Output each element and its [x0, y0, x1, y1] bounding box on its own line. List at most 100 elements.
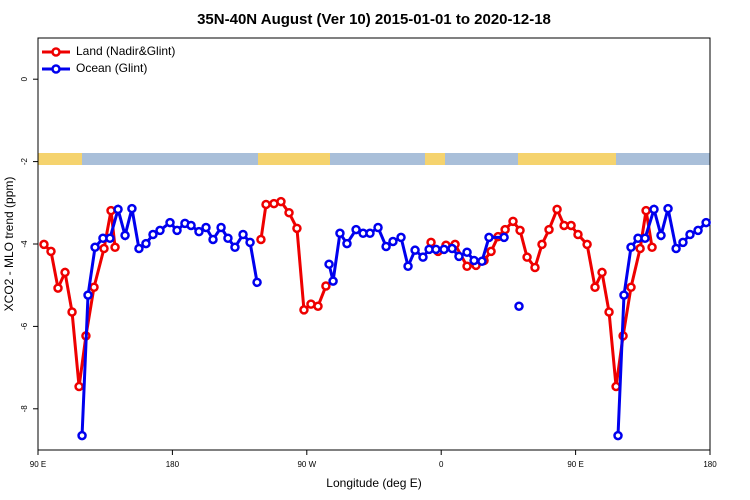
- y-tick-label: 0: [20, 76, 29, 81]
- data-point: [530, 262, 540, 273]
- data-point: [537, 239, 547, 250]
- data-point: [141, 238, 151, 249]
- y-tick-label: -6: [20, 322, 29, 330]
- data-point: [245, 237, 255, 248]
- data-point: [640, 233, 650, 243]
- data-point: [388, 236, 398, 247]
- x-tick-label: 180: [166, 460, 180, 469]
- data-point: [238, 229, 248, 240]
- data-point: [256, 234, 266, 245]
- data-point: [484, 232, 494, 243]
- data-point: [566, 220, 576, 231]
- land-strip: [38, 153, 82, 165]
- data-point: [403, 261, 413, 271]
- data-point: [148, 229, 158, 240]
- data-point: [626, 282, 636, 293]
- data-point: [113, 204, 123, 215]
- data-point: [60, 267, 70, 278]
- data-point: [186, 220, 196, 231]
- data-point: [90, 242, 100, 253]
- data-point: [396, 232, 406, 243]
- data-point: [194, 226, 204, 237]
- data-point: [515, 225, 525, 236]
- data-point: [678, 237, 688, 248]
- y-tick-label: -4: [20, 240, 29, 248]
- data-point: [454, 251, 464, 262]
- data-point: [105, 233, 115, 243]
- data-point: [544, 224, 554, 235]
- land-strip: [258, 153, 330, 165]
- data-point: [573, 229, 583, 240]
- land-strip: [425, 153, 445, 165]
- data-point: [462, 247, 472, 257]
- data-point: [89, 282, 99, 293]
- data-point: [276, 196, 286, 207]
- data-point: [223, 233, 233, 243]
- data-point: [155, 225, 165, 236]
- data-point: [172, 225, 182, 236]
- x-axis-label: Longitude (deg E): [326, 476, 421, 490]
- data-point: [477, 256, 487, 267]
- legend-label: Ocean (Glint): [76, 61, 147, 75]
- data-point: [619, 290, 629, 300]
- data-point: [508, 216, 518, 227]
- data-point: [216, 222, 226, 233]
- data-point: [342, 238, 352, 249]
- data-point: [604, 307, 614, 317]
- x-tick-label: 90 E: [567, 460, 583, 469]
- data-point: [201, 222, 211, 233]
- data-point: [514, 301, 524, 311]
- data-point: [439, 244, 449, 255]
- y-tick-label: -8: [20, 405, 29, 413]
- data-point: [685, 229, 695, 240]
- data-point: [656, 230, 666, 241]
- data-point: [39, 239, 49, 250]
- data-point: [626, 242, 636, 253]
- data-point: [381, 241, 391, 252]
- data-point: [46, 246, 56, 257]
- data-point: [597, 267, 607, 278]
- data-point: [299, 305, 309, 315]
- y-axis-label: XCO2 - MLO trend (ppm): [2, 177, 16, 312]
- map-strip: [38, 153, 710, 165]
- data-point: [292, 223, 302, 234]
- data-point: [693, 225, 703, 236]
- data-point: [663, 203, 673, 214]
- data-point: [83, 290, 93, 300]
- data-point: [462, 261, 472, 271]
- legend-marker: [51, 47, 61, 57]
- data-point: [499, 232, 509, 243]
- data-point: [321, 281, 331, 291]
- data-point: [165, 217, 175, 228]
- data-point: [127, 203, 137, 214]
- data-point: [284, 207, 294, 218]
- data-point: [230, 242, 240, 253]
- data-point: [701, 217, 711, 228]
- y-tick-label: -2: [20, 157, 29, 165]
- x-tick-label: 90 E: [30, 460, 46, 469]
- x-tick-label: 0: [439, 460, 444, 469]
- data-point: [582, 239, 592, 250]
- data-point: [641, 205, 651, 216]
- data-point: [134, 243, 144, 254]
- data-point: [410, 245, 420, 255]
- data-point: [649, 204, 659, 215]
- data-point: [647, 242, 657, 253]
- land-strip: [518, 153, 616, 165]
- legend-label: Land (Nadir&Glint): [76, 44, 175, 58]
- data-point: [313, 301, 323, 311]
- data-point: [252, 277, 262, 288]
- data-point: [208, 234, 218, 245]
- data-point: [418, 252, 428, 262]
- data-point: [261, 199, 271, 210]
- data-point: [53, 283, 63, 293]
- data-point: [447, 243, 457, 254]
- legend-marker: [51, 64, 61, 74]
- chart-title: 35N-40N August (Ver 10) 2015-01-01 to 20…: [197, 11, 551, 28]
- data-point: [120, 230, 130, 241]
- data-point: [351, 224, 361, 235]
- data-point: [469, 255, 479, 266]
- data-point: [110, 242, 120, 253]
